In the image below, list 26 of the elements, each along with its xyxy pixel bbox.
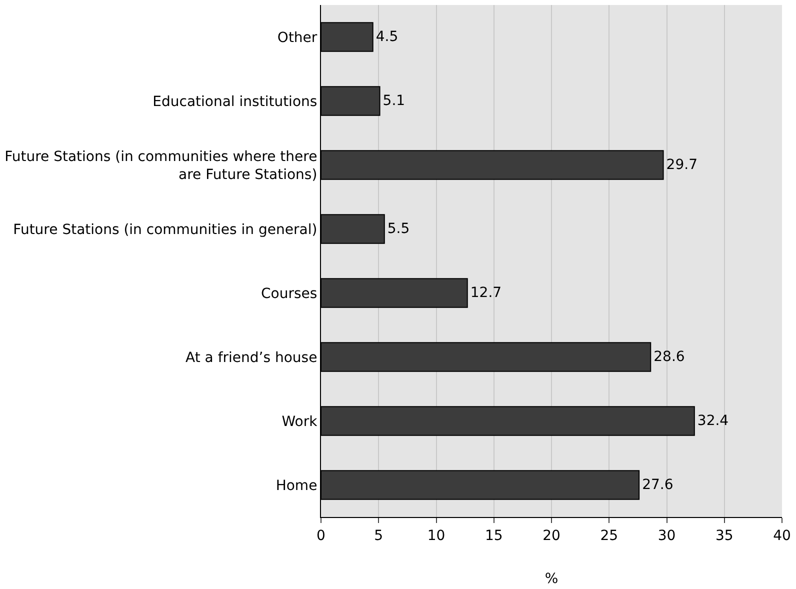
data-label: 29.7 [666,157,698,173]
data-label: 32.4 [697,413,729,429]
y-tick-label: Work [282,414,318,430]
x-tick-label: 15 [484,528,503,544]
y-tick-label: Home [276,478,318,494]
data-label: 28.6 [654,349,685,365]
x-tick-label: 30 [658,528,676,544]
y-tick-label: Future Stations (in communities in general) [13,222,318,238]
x-tick-label: 10 [427,528,446,544]
data-label: 5.1 [382,93,406,109]
data-label: 12.7 [470,285,502,301]
x-axis-title: % [544,571,558,588]
x-tick-label: 25 [600,528,618,544]
x-tick-label: 40 [773,528,791,544]
x-tick-label: 0 [316,528,326,544]
y-tick-label: Future Stations (in communities where there are Future Stations) [4,148,318,183]
x-tick-label: 35 [715,528,734,544]
data-label: 5.5 [387,221,410,237]
x-tick-label: 20 [542,528,560,544]
y-tick-label: Educational institutions [152,94,318,110]
y-tick-label: Other [277,30,318,46]
x-tick-label: 5 [374,528,384,544]
y-tick-label: At a friend’s house [186,350,318,366]
y-tick-label: Courses [261,286,318,302]
data-label: 4.5 [376,29,398,45]
data-label: 27.6 [642,477,674,493]
